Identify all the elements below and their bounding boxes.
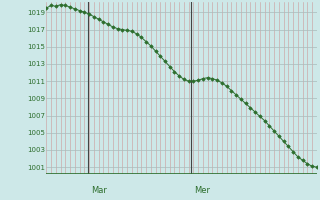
Text: Mer: Mer xyxy=(194,186,210,195)
Text: Mar: Mar xyxy=(92,186,108,195)
